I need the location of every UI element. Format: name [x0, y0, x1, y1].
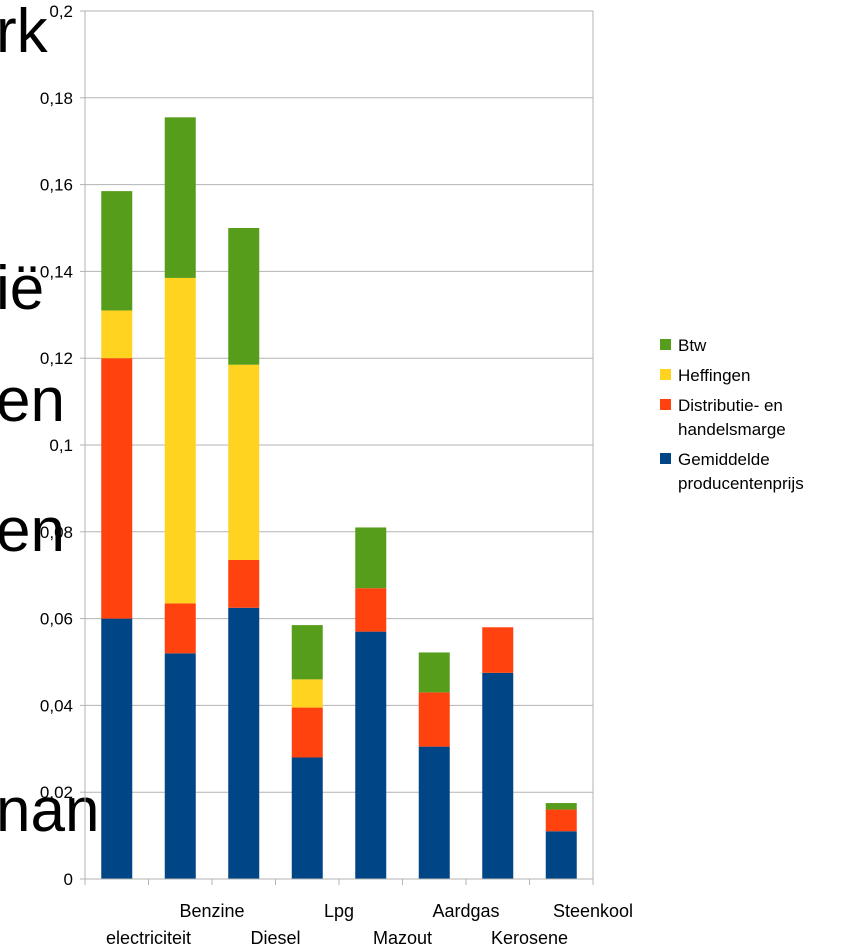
- x-category-label: Steenkool: [553, 901, 633, 921]
- bar-segment: [355, 631, 387, 879]
- bar-segment: [418, 652, 450, 693]
- background-text-5: nan: [0, 776, 100, 845]
- legend-label: Heffingen: [678, 366, 750, 385]
- background-text-3: en: [0, 366, 65, 435]
- y-tick-label: 0,12: [40, 349, 73, 368]
- y-tick-label: 0,16: [40, 176, 73, 195]
- bar-segment: [482, 627, 514, 673]
- x-category-label: Aardgas: [432, 901, 499, 921]
- bar-segment: [355, 588, 387, 632]
- bar-segment: [228, 560, 260, 608]
- y-tick-label: 0,06: [40, 610, 73, 629]
- x-category-label: Mazout: [373, 928, 432, 946]
- bar-segment: [291, 707, 323, 758]
- bar-segment: [101, 310, 133, 359]
- legend-label: handelsmarge: [678, 420, 786, 439]
- bar-segment: [228, 607, 260, 879]
- bar-segment: [482, 672, 514, 879]
- bar-segment: [164, 277, 196, 604]
- y-tick-label: 0,1: [49, 436, 73, 455]
- y-tick-label: 0,2: [49, 2, 73, 21]
- bar-segment: [101, 358, 133, 619]
- bar-segment: [545, 831, 577, 879]
- background-text-2: ië: [0, 254, 45, 323]
- y-tick-label: 0,02: [40, 783, 73, 802]
- bar-segment: [545, 809, 577, 832]
- legend-swatch: [660, 399, 671, 410]
- x-category-label: Diesel: [250, 928, 300, 946]
- background-text-1: rk: [0, 0, 48, 66]
- legend-label: Gemiddelde: [678, 450, 770, 469]
- y-tick-label: 0: [64, 870, 73, 889]
- bar-segment: [101, 191, 133, 311]
- legend-label: Btw: [678, 336, 707, 355]
- legend-swatch: [660, 339, 671, 350]
- x-category-label: Benzine: [179, 901, 244, 921]
- bar-segment: [291, 679, 323, 708]
- legend-label: producentenprijs: [678, 474, 804, 493]
- legend-swatch: [660, 453, 671, 464]
- x-category-label: Kerosene: [491, 928, 568, 946]
- bar-segment: [228, 364, 260, 561]
- y-tick-label: 0,14: [40, 262, 73, 281]
- background-text-4: en: [0, 496, 65, 565]
- bar-segment: [228, 228, 260, 365]
- bar-segment: [418, 692, 450, 747]
- y-tick-label: 0,04: [40, 696, 73, 715]
- bar-segment: [291, 757, 323, 879]
- legend-label: Distributie- en: [678, 396, 783, 415]
- x-category-label: electriciteit: [106, 928, 191, 946]
- bar-segment: [291, 625, 323, 680]
- bar-segment: [355, 527, 387, 589]
- legend-swatch: [660, 369, 671, 380]
- bar-segment: [164, 117, 196, 278]
- bar-segment: [101, 618, 133, 879]
- x-category-label: Lpg: [324, 901, 354, 921]
- bar-segment: [164, 603, 196, 654]
- bar-segment: [164, 653, 196, 879]
- bar-segment: [545, 803, 577, 810]
- y-tick-label: 0,18: [40, 89, 73, 108]
- y-tick-label: 0,08: [40, 523, 73, 542]
- bar-segment: [418, 746, 450, 879]
